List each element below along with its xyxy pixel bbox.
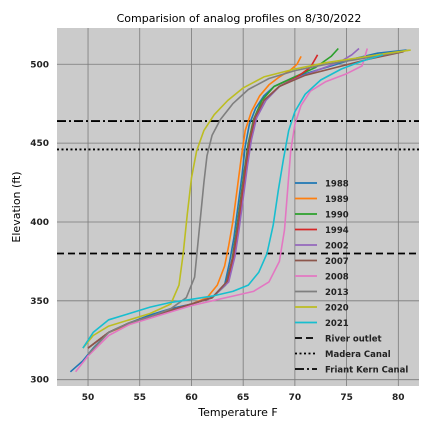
series-line xyxy=(82,49,411,349)
series-line xyxy=(82,54,384,349)
y-tick-label: 350 xyxy=(30,297,49,307)
legend-label: 2008 xyxy=(325,273,349,283)
y-tick-label: 500 xyxy=(30,60,49,70)
legend-label: 2007 xyxy=(325,257,349,267)
tick-labels: 50 55 60 65 70 75 80 300 350 400 450 500 xyxy=(30,60,404,403)
y-tick-label: 300 xyxy=(30,376,49,386)
legend-label: 2013 xyxy=(325,288,349,298)
x-tick-label: 75 xyxy=(340,393,353,403)
legend-label: Madera Canal xyxy=(325,350,391,360)
legend-label: 2002 xyxy=(325,242,349,252)
x-tick-label: 60 xyxy=(185,393,198,403)
y-tick-label: 450 xyxy=(30,139,49,149)
legend: 1988 1989 1990 1994 2002 2007 2008 2013 2020 2021… xyxy=(295,180,408,376)
x-tick-label: 55 xyxy=(133,393,146,403)
legend-label: 1989 xyxy=(325,195,349,205)
x-tick-label: 70 xyxy=(289,393,302,403)
legend-label: 2020 xyxy=(325,304,349,314)
chart-title: Comparision of analog profiles on 8/30/2… xyxy=(117,12,362,25)
legend-label: 2021 xyxy=(325,319,349,329)
reference-lines xyxy=(57,120,419,255)
legend-label: Friant Kern Canal xyxy=(325,366,408,376)
legend-label: 1994 xyxy=(325,226,349,236)
x-axis-label: Temperature F xyxy=(197,406,278,419)
y-tick-label: 400 xyxy=(30,218,49,228)
legend-label: 1990 xyxy=(325,211,349,221)
x-tick-label: 50 xyxy=(82,393,95,403)
series-line xyxy=(74,48,369,373)
series-lines xyxy=(69,47,411,373)
y-axis-label: Elevation (ft) xyxy=(10,171,23,242)
legend-label: River outlet xyxy=(325,335,382,345)
x-tick-label: 65 xyxy=(237,393,250,403)
x-tick-label: 80 xyxy=(392,393,405,403)
legend-label: 1988 xyxy=(325,180,349,190)
series-line xyxy=(87,49,409,356)
